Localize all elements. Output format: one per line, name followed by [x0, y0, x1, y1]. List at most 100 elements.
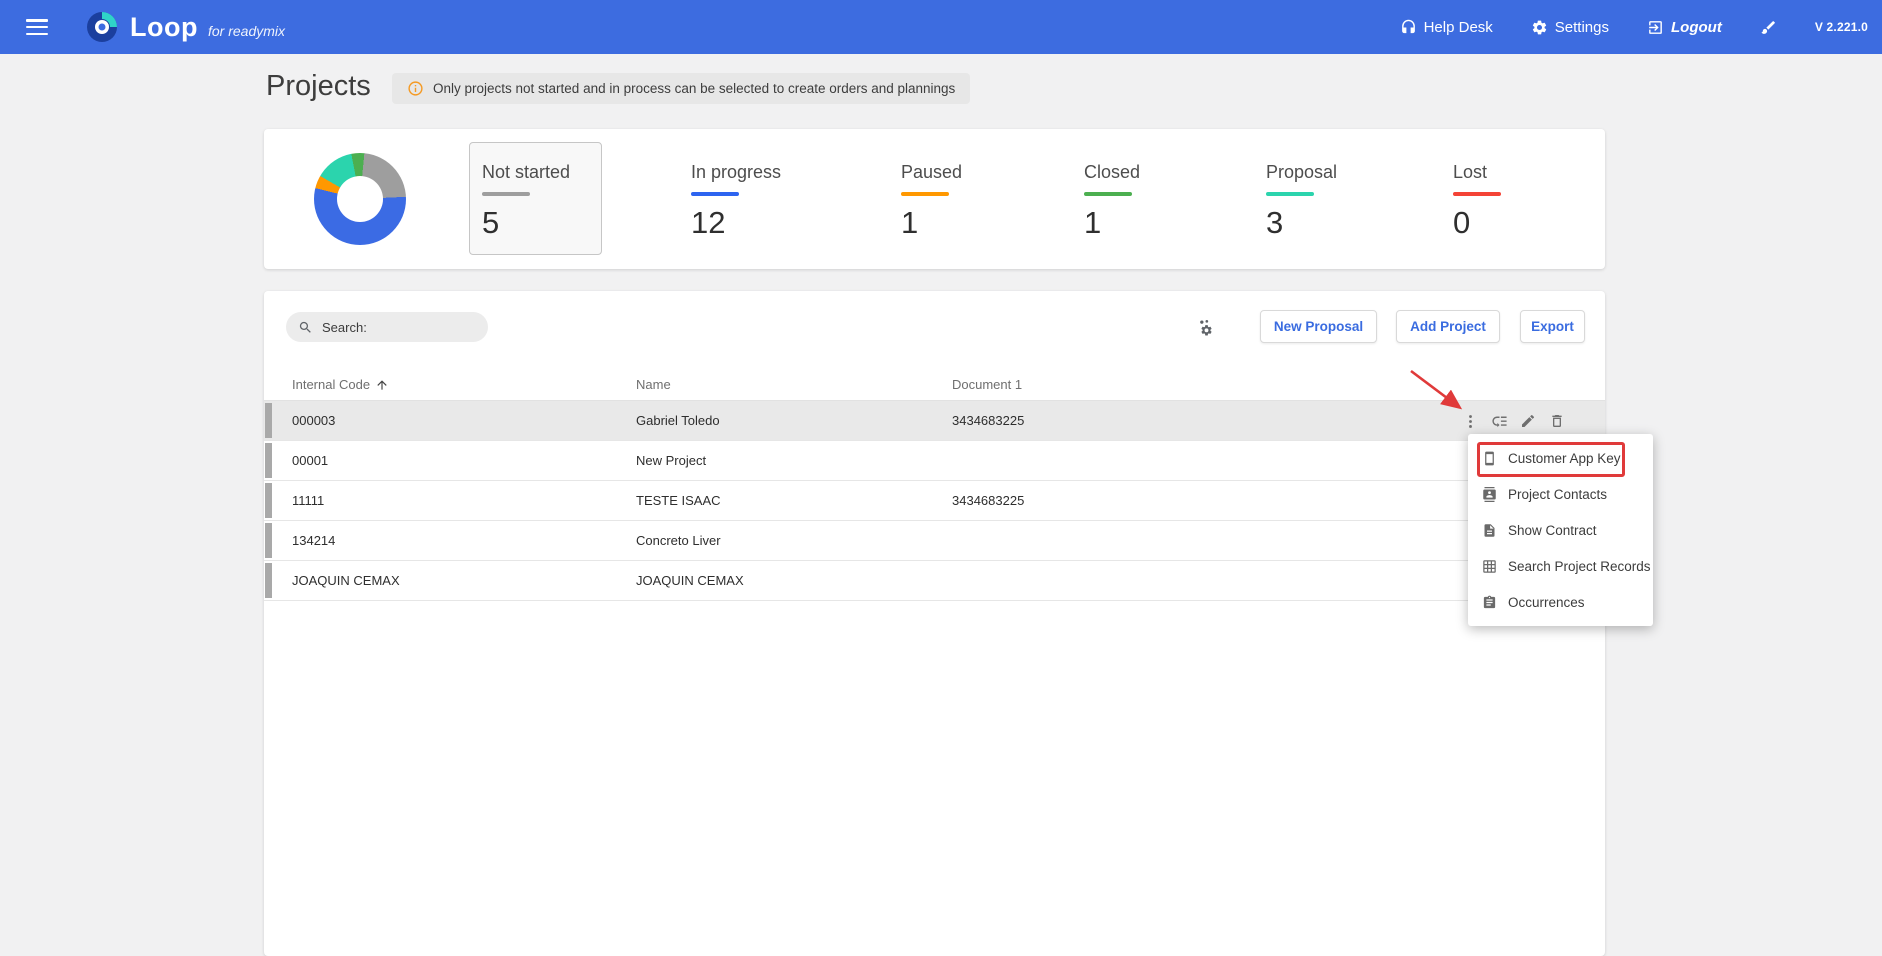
status-color-bar [691, 192, 739, 196]
status-label: In progress [691, 162, 782, 182]
status-filter-in-progress[interactable]: In progress 12 [691, 161, 781, 241]
help-desk-icon [1401, 19, 1415, 33]
menu-item-label: Project Contacts [1508, 486, 1608, 502]
menu-item-label: Occurrences [1508, 594, 1585, 610]
cell-name: New Project [636, 453, 707, 468]
search-icon [299, 321, 311, 333]
status-label: Paused [901, 162, 963, 182]
delete-icon[interactable] [1547, 411, 1567, 431]
project-contacts-icon [1483, 486, 1496, 502]
menu-item-occurrences[interactable]: Occurrences [1468, 584, 1653, 620]
column-label: Name [636, 377, 671, 392]
row-indicator-bar [265, 483, 272, 518]
table-row[interactable]: JOAQUIN CEMAX JOAQUIN CEMAX [264, 561, 1605, 601]
menu-item-label: Show Contract [1508, 522, 1597, 538]
column-header-internal-code[interactable]: Internal Code [292, 377, 389, 392]
status-label: Lost [1453, 162, 1488, 182]
help-desk-button[interactable]: Help Desk [1400, 19, 1493, 36]
theme-button[interactable] [1760, 19, 1777, 36]
cell-internal-code: 00001 [292, 453, 329, 468]
add-project-button[interactable]: Add Project [1396, 310, 1500, 343]
status-count: 1 [901, 205, 919, 240]
menu-item-search-project-records[interactable]: Search Project Records [1468, 548, 1653, 584]
brand-subtitle: for readymix [207, 23, 286, 39]
more-vert-icon[interactable] [1460, 411, 1480, 431]
table-row[interactable]: 134214 Concreto Liver [264, 521, 1605, 561]
status-filter-paused[interactable]: Paused 1 [901, 161, 962, 241]
search-input[interactable] [322, 319, 472, 335]
menu-item-project-contacts[interactable]: Project Contacts [1468, 476, 1653, 512]
table-header: Internal Code Name Document 1 [264, 371, 1605, 401]
show-contract-icon [1484, 523, 1495, 537]
menu-icon[interactable] [26, 19, 48, 35]
brand-name: Loop [130, 11, 198, 42]
row-indicator-bar [265, 443, 272, 478]
menu-item-label: Search Project Records [1508, 558, 1651, 574]
notice-banner: Only projects not started and in process… [392, 73, 971, 104]
loop-logo: Loop for readymix [82, 7, 285, 47]
status-color-bar [482, 192, 530, 196]
cell-name: JOAQUIN CEMAX [636, 573, 744, 588]
row-indicator-bar [265, 563, 272, 598]
settings-button[interactable]: Settings [1531, 19, 1609, 36]
swap-icon[interactable] [1489, 411, 1509, 431]
column-header-name[interactable]: Name [636, 377, 671, 392]
status-color-bar [1084, 192, 1132, 196]
table-settings-icon[interactable] [1196, 318, 1216, 343]
menu-item-customer-app-key[interactable]: Customer App Key [1468, 440, 1653, 476]
status-filter-not-started[interactable]: Not started 5 [482, 161, 570, 241]
gear-icon [1532, 20, 1546, 34]
menu-item-label: Customer App Key [1508, 450, 1621, 466]
logout-button[interactable]: Logout [1647, 19, 1722, 36]
logout-label: Logout [1671, 18, 1722, 36]
row-context-menu: Customer App Key Project Contacts Show C… [1468, 434, 1653, 626]
status-count: 0 [1453, 205, 1471, 240]
column-header-document1[interactable]: Document 1 [952, 377, 1022, 392]
status-count: 12 [691, 205, 726, 240]
customer-app-key-icon [1485, 451, 1494, 465]
status-label: Not started [482, 162, 571, 182]
table-row[interactable]: 00001 New Project [264, 441, 1605, 481]
cell-document: 3434683225 [952, 493, 1025, 508]
row-indicator-bar [265, 523, 272, 558]
cell-name: TESTE ISAAC [636, 493, 721, 508]
status-filter-proposal[interactable]: Proposal 3 [1266, 161, 1337, 241]
edit-icon[interactable] [1518, 411, 1538, 431]
status-filter-lost[interactable]: Lost 0 [1453, 161, 1501, 241]
status-label: Closed [1084, 162, 1141, 182]
cell-name: Concreto Liver [636, 533, 721, 548]
cell-internal-code: JOAQUIN CEMAX [292, 573, 400, 588]
row-indicator-bar [265, 403, 272, 438]
status-count: 1 [1084, 205, 1102, 240]
cell-document: 3434683225 [952, 413, 1025, 428]
help-desk-label: Help Desk [1423, 18, 1493, 36]
status-count: 3 [1266, 205, 1284, 240]
top-bar: Loop for readymix Help Desk Settings Log… [0, 0, 1882, 54]
menu-item-show-contract[interactable]: Show Contract [1468, 512, 1653, 548]
status-color-bar [1266, 192, 1314, 196]
status-filter-closed[interactable]: Closed 1 [1084, 161, 1140, 241]
logout-icon [1649, 20, 1662, 34]
search-box [286, 312, 488, 342]
row-actions [1460, 411, 1567, 431]
table-row[interactable]: 000003 Gabriel Toledo 3434683225 [264, 401, 1605, 441]
cell-internal-code: 000003 [292, 413, 336, 428]
column-label: Internal Code [292, 377, 371, 392]
page-title: Projects [266, 70, 371, 102]
table-row[interactable]: 11111 TESTE ISAAC 3434683225 [264, 481, 1605, 521]
cell-internal-code: 11111 [292, 493, 325, 508]
status-color-bar [1453, 192, 1501, 196]
occurrences-icon [1483, 595, 1496, 608]
status-filter-not-started-box[interactable] [469, 142, 602, 255]
info-icon [408, 81, 423, 96]
loop-logo-icon [87, 12, 117, 42]
export-button[interactable]: Export [1520, 310, 1585, 343]
projects-table-card: New Proposal Add Project Export Internal… [264, 291, 1605, 956]
brush-icon [1761, 20, 1775, 34]
status-summary-card: Not started 5 In progress 12 Paused 1 Cl… [264, 129, 1605, 269]
status-label: Proposal [1266, 162, 1338, 182]
sort-asc-icon [377, 379, 387, 390]
new-proposal-button[interactable]: New Proposal [1260, 310, 1377, 343]
settings-label: Settings [1554, 18, 1609, 36]
status-donut-chart [314, 153, 406, 245]
